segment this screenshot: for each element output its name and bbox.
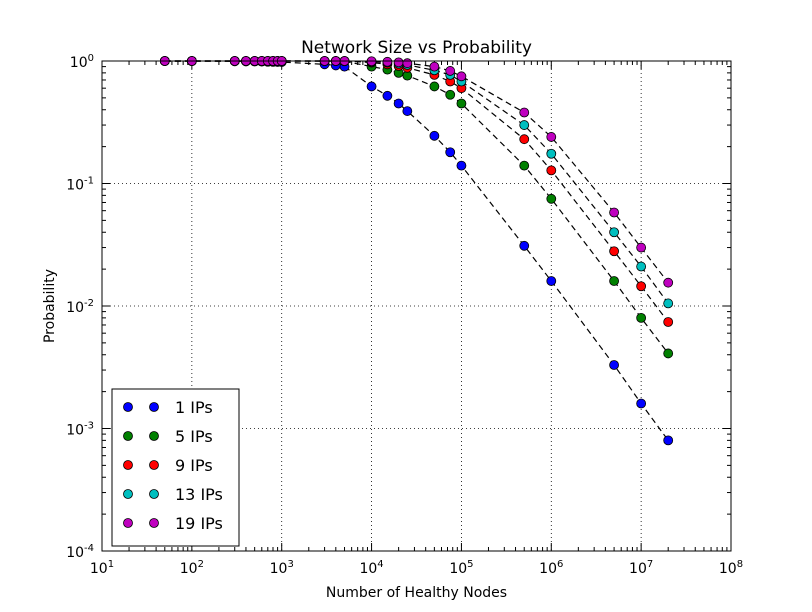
legend-marker xyxy=(149,431,159,441)
data-point xyxy=(519,160,530,171)
x-axis-title: Number of Healthy Nodes xyxy=(326,585,507,601)
data-point xyxy=(445,147,456,158)
x-tick-label: 101 xyxy=(90,559,114,577)
data-point xyxy=(546,165,557,176)
data-point xyxy=(456,98,467,109)
chart-title: Network Size vs Probability xyxy=(301,38,532,58)
axes-frame xyxy=(101,60,732,552)
data-point xyxy=(402,106,413,116)
legend-label: 1 IPs xyxy=(175,398,213,417)
legend-box xyxy=(111,388,240,547)
data-point xyxy=(445,66,456,76)
legend-marker xyxy=(123,489,133,499)
data-point xyxy=(382,90,393,101)
legend-label: 5 IPs xyxy=(175,427,213,446)
data-point xyxy=(393,98,404,109)
data-point xyxy=(663,348,674,359)
x-tick-label: 108 xyxy=(719,559,743,577)
data-point xyxy=(546,276,557,286)
y-tick-label: 100 xyxy=(70,53,94,71)
data-point xyxy=(445,89,456,100)
data-point xyxy=(519,240,530,251)
legend-marker xyxy=(123,431,133,441)
data-point xyxy=(382,56,393,67)
data-point xyxy=(366,81,377,92)
data-point xyxy=(519,120,530,130)
data-point xyxy=(609,207,619,218)
data-point xyxy=(636,398,647,409)
y-tick-label: 10-2 xyxy=(66,298,94,316)
data-point xyxy=(636,261,647,272)
legend-marker xyxy=(123,518,133,528)
data-point xyxy=(663,435,674,446)
data-point xyxy=(663,277,674,288)
data-point xyxy=(609,360,619,370)
data-point xyxy=(546,148,557,159)
data-point xyxy=(429,61,440,72)
y-tick-label: 10-3 xyxy=(66,421,94,439)
legend-marker xyxy=(149,402,159,412)
legend-label: 9 IPs xyxy=(175,456,213,475)
y-tick-label: 10-4 xyxy=(66,543,94,561)
x-tick-label: 107 xyxy=(629,559,653,577)
data-point xyxy=(663,298,674,309)
x-tick-label: 105 xyxy=(449,559,473,577)
x-tick-label: 103 xyxy=(270,559,294,577)
legend-marker xyxy=(149,460,159,470)
data-point xyxy=(519,107,530,118)
data-point xyxy=(546,193,557,204)
data-point xyxy=(456,160,467,171)
data-point xyxy=(609,276,619,286)
data-point xyxy=(546,132,557,142)
data-point xyxy=(609,227,619,238)
x-tick-label: 106 xyxy=(539,559,563,577)
legend-marker xyxy=(123,460,133,470)
legend-marker xyxy=(149,518,159,528)
data-point xyxy=(402,58,413,69)
y-tick-label: 10-1 xyxy=(66,176,94,194)
x-tick-label: 104 xyxy=(359,559,383,577)
data-point xyxy=(429,130,440,141)
data-point xyxy=(393,57,404,68)
data-point xyxy=(429,81,440,92)
legend-marker xyxy=(123,402,133,412)
data-point xyxy=(636,242,647,253)
data-point xyxy=(636,312,647,323)
data-point xyxy=(456,71,467,82)
data-point xyxy=(609,246,619,257)
data-point xyxy=(663,317,674,327)
legend-label: 19 IPs xyxy=(175,514,223,533)
plot-area: 101 102 103 104 105 106 107 108 10-4 10-3 10-2 10-1… xyxy=(66,53,743,577)
data-point xyxy=(636,281,647,292)
y-axis-title: Probability xyxy=(42,269,58,343)
data-point xyxy=(519,134,530,145)
legend-label: 13 IPs xyxy=(175,485,223,504)
x-tick-label: 102 xyxy=(180,559,204,577)
legend-marker xyxy=(149,489,159,499)
